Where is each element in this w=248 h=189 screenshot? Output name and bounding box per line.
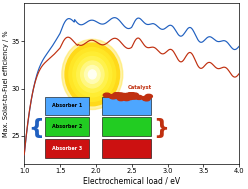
X-axis label: Electrochemical load / eV: Electrochemical load / eV xyxy=(83,177,180,186)
Y-axis label: Max. Solar-to-Fuel efficiency / %: Max. Solar-to-Fuel efficiency / % xyxy=(3,31,9,137)
Ellipse shape xyxy=(62,39,123,109)
Ellipse shape xyxy=(85,65,100,83)
Ellipse shape xyxy=(73,52,112,97)
Ellipse shape xyxy=(77,57,108,92)
Ellipse shape xyxy=(69,48,116,101)
Ellipse shape xyxy=(89,70,96,79)
Ellipse shape xyxy=(81,61,104,88)
Ellipse shape xyxy=(65,43,120,106)
